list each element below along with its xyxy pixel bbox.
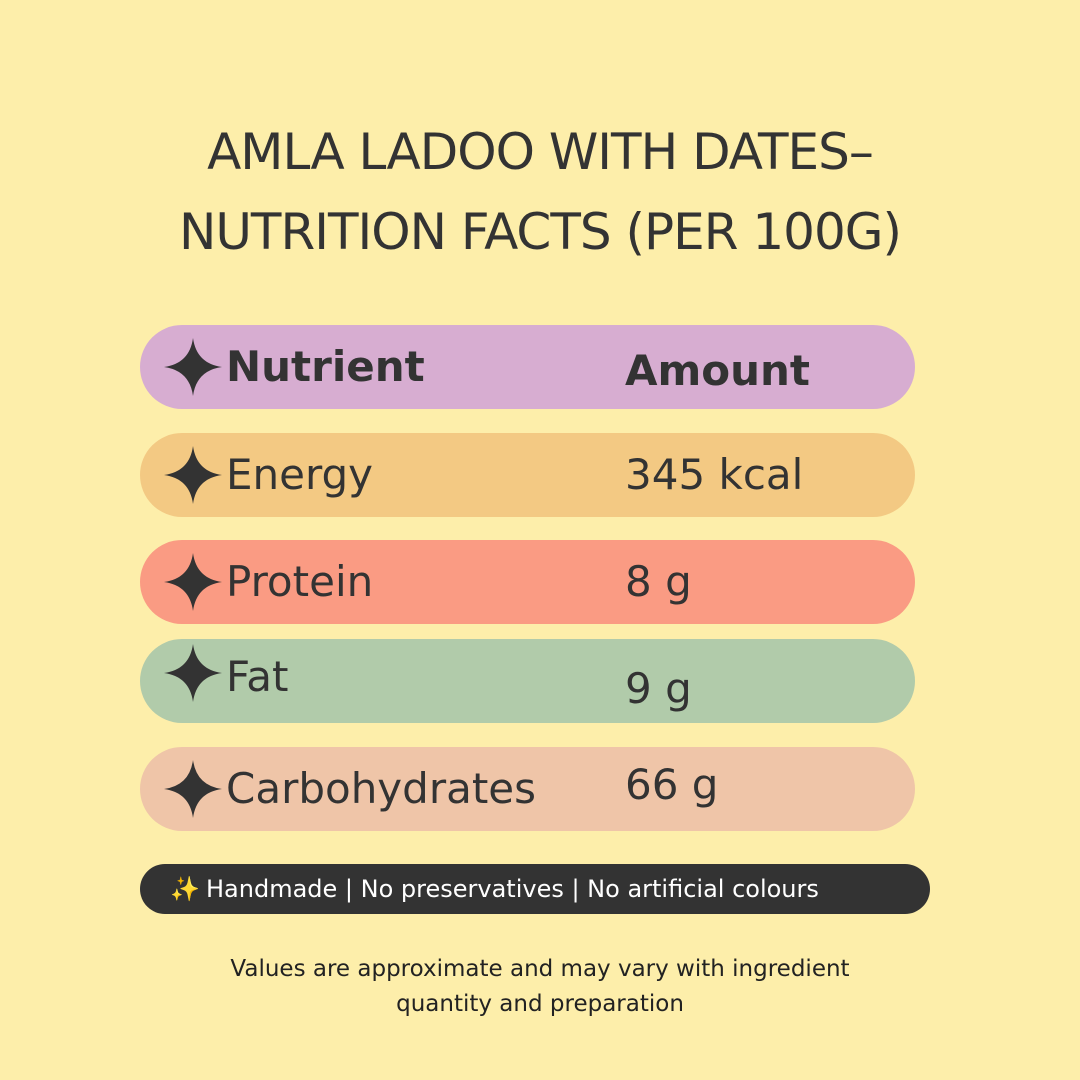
header-amount: Amount: [625, 346, 811, 395]
table-header-row: Nutrient Amount: [140, 325, 915, 409]
page-title: AMLA LADOO WITH DATES– NUTRITION FACTS (…: [0, 112, 1080, 272]
title-line-1: AMLA LADOO WITH DATES–: [207, 123, 874, 181]
nutrient-label: Carbohydrates: [226, 764, 537, 813]
four-point-star-icon: [164, 338, 222, 396]
four-point-star-icon: [164, 553, 222, 611]
disclaimer-line-1: Values are approximate and may vary with…: [230, 956, 850, 982]
title-line-2: NUTRITION FACTS (PER 100G): [178, 203, 902, 261]
table-row-carbohydrates: Carbohydrates 66 g: [140, 747, 915, 831]
nutrient-label: Energy: [226, 450, 374, 499]
four-point-star-icon: [164, 644, 222, 702]
four-point-star-icon: [164, 446, 222, 504]
disclaimer-line-2: quantity and preparation: [396, 991, 684, 1017]
table-row-fat: Fat 9 g: [140, 639, 915, 723]
header-nutrient: Nutrient: [226, 342, 425, 391]
disclaimer-note: Values are approximate and may vary with…: [0, 952, 1080, 1022]
sparkles-icon: ✨: [170, 875, 200, 903]
features-text: Handmade | No preservatives | No artific…: [206, 875, 819, 903]
four-point-star-icon: [164, 760, 222, 818]
nutrient-label: Protein: [226, 557, 374, 606]
features-badge: ✨ Handmade | No preservatives | No artif…: [140, 864, 930, 914]
nutrient-amount: 345 kcal: [625, 450, 804, 499]
table-row-energy: Energy 345 kcal: [140, 433, 915, 517]
nutrient-amount: 66 g: [625, 760, 719, 809]
nutrient-amount: 9 g: [625, 664, 692, 713]
table-row-protein: Protein 8 g: [140, 540, 915, 624]
nutrient-amount: 8 g: [625, 557, 692, 606]
nutrient-label: Fat: [226, 652, 289, 701]
